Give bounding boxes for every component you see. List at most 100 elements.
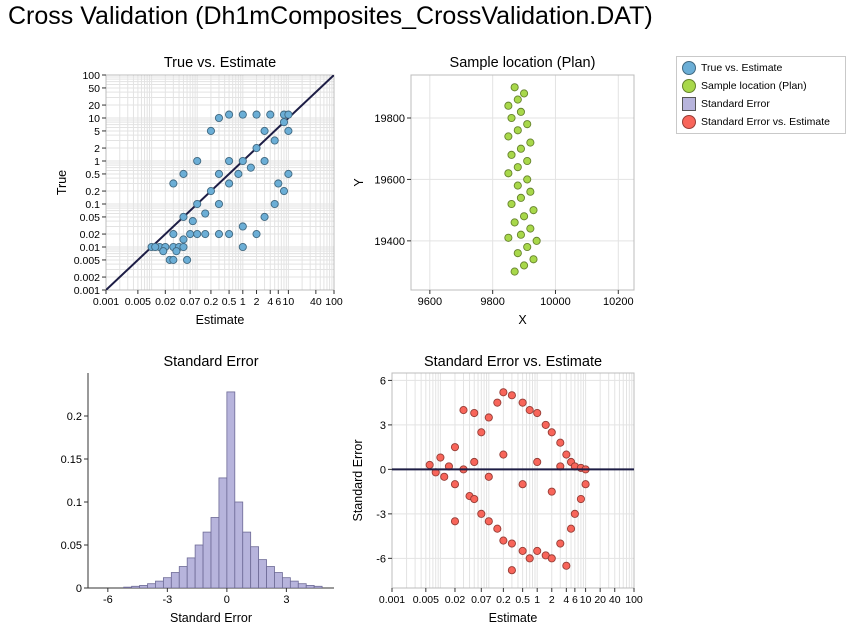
y-tick-label: -6 <box>376 553 386 565</box>
scatter-point <box>279 187 289 196</box>
x-axis-label: Estimate <box>489 611 538 625</box>
x-tick-label: 6 <box>275 296 281 308</box>
scatter-point <box>566 524 576 533</box>
scatter-point <box>526 187 535 196</box>
x-axis-label: Estimate <box>196 313 245 327</box>
x-tick-label: -6 <box>103 594 113 606</box>
histogram-bar <box>186 557 196 588</box>
scatter-point <box>206 126 215 135</box>
chart-title: Standard Error <box>163 354 258 370</box>
x-tick-label: 4 <box>267 296 273 308</box>
legend-item-standard-error: Standard Error <box>677 95 770 113</box>
scatter-point <box>284 110 293 119</box>
y-tick-label: 0.1 <box>67 497 82 509</box>
y-tick-label: 0.01 <box>80 242 101 254</box>
scatter-point <box>214 169 224 178</box>
plot-frame <box>391 372 635 589</box>
histogram-bar <box>242 531 252 588</box>
chart-marks <box>123 391 323 588</box>
scatter-point <box>547 428 556 437</box>
scatter-point <box>533 546 542 555</box>
histogram-bar <box>170 572 180 588</box>
y-tick-label: 0.2 <box>85 186 100 198</box>
scatter-point <box>541 420 550 429</box>
y-tick-label: 0.001 <box>74 285 100 297</box>
scatter-point <box>225 156 234 166</box>
scatter-point <box>260 126 269 135</box>
scatter-point <box>179 235 188 244</box>
legend: True vs. Estimate Sample location (Plan)… <box>676 56 846 134</box>
scatter-point <box>516 107 525 116</box>
scatter-point <box>477 428 486 437</box>
scatter-point <box>238 156 247 166</box>
x-tick-label: 6 <box>572 594 578 606</box>
scatter-point <box>252 230 261 239</box>
legend-item-standard-error-vs-estimate: Standard Error vs. Estimate <box>677 113 830 131</box>
standard-error-histogram-chart: Standard Error -6 -3 0 3 0 0.05 0.1 0.15 0.2 Stand… <box>61 354 334 625</box>
x-tick-label: -3 <box>162 594 172 606</box>
y-tick-label: 2 <box>94 143 100 155</box>
y-tick-label: 0 <box>380 464 386 476</box>
scatter-point <box>270 199 279 209</box>
x-tick-label: 2 <box>549 594 555 606</box>
scatter-point <box>179 212 188 221</box>
x-tick-label: 0.5 <box>222 296 237 308</box>
scatter-point <box>238 222 247 231</box>
x-tick-label: 0.5 <box>515 594 530 606</box>
scatter-point <box>238 242 247 252</box>
legend-label: Standard Error vs. Estimate <box>701 116 830 128</box>
chart-marks <box>504 83 541 276</box>
scatter-point <box>214 199 224 209</box>
scatter-point <box>214 230 224 239</box>
scatter-point <box>525 406 534 415</box>
x-tick-label: 10200 <box>603 296 634 308</box>
histogram-bar <box>202 531 212 588</box>
histogram-bar <box>218 477 228 588</box>
scatter-point <box>470 457 479 467</box>
x-tick-label: 0.07 <box>180 296 201 308</box>
x-tick-label: 9600 <box>418 296 442 308</box>
scatter-point <box>206 187 215 196</box>
scatter-point <box>493 398 502 407</box>
scatter-point <box>260 212 269 221</box>
scatter-point <box>193 230 202 239</box>
y-tick-label: 50 <box>88 83 100 95</box>
x-tick-label: 100 <box>325 296 343 308</box>
scatter-point <box>513 126 522 135</box>
scatter-point <box>477 509 486 518</box>
scatter-point <box>523 175 532 184</box>
sample-location-chart: Sample location (Plan) 9600 9800 10000 10200… <box>352 55 635 327</box>
histogram-bar <box>139 585 148 588</box>
legend-swatch-icon <box>682 61 696 75</box>
y-tick-label: 6 <box>380 375 386 387</box>
scatter-point <box>159 247 168 256</box>
scatter-point <box>499 536 508 545</box>
scatter-point <box>274 179 283 188</box>
y-tick-label: 0.005 <box>74 255 100 267</box>
scatter-point <box>484 517 493 526</box>
histogram-bar <box>258 559 267 588</box>
scatter-point <box>507 539 516 548</box>
legend-item-true-vs-estimate: True vs. Estimate <box>677 59 782 77</box>
histogram-bar <box>282 577 291 588</box>
x-axis-label: Standard Error <box>170 611 252 625</box>
x-tick-label: 0.001 <box>93 296 119 308</box>
scatter-point <box>520 89 529 98</box>
scatter-point <box>562 450 571 459</box>
scatter-point <box>562 561 571 570</box>
y-tick-label: 1 <box>94 156 100 168</box>
scatter-point <box>499 450 508 459</box>
scatter-point <box>525 554 534 563</box>
scatter-point <box>533 457 542 467</box>
scatter-point <box>507 150 516 159</box>
scatter-point <box>507 113 516 123</box>
chart-title: Standard Error vs. Estimate <box>424 354 602 370</box>
histogram-bar <box>131 585 140 588</box>
histogram-bar <box>123 586 133 588</box>
x-tick-label: 40 <box>609 594 621 606</box>
scatter-point <box>440 472 449 481</box>
chart-marks <box>392 388 634 575</box>
y-tick-label: 19600 <box>374 174 405 186</box>
y-tick-label: 0.15 <box>61 454 82 466</box>
